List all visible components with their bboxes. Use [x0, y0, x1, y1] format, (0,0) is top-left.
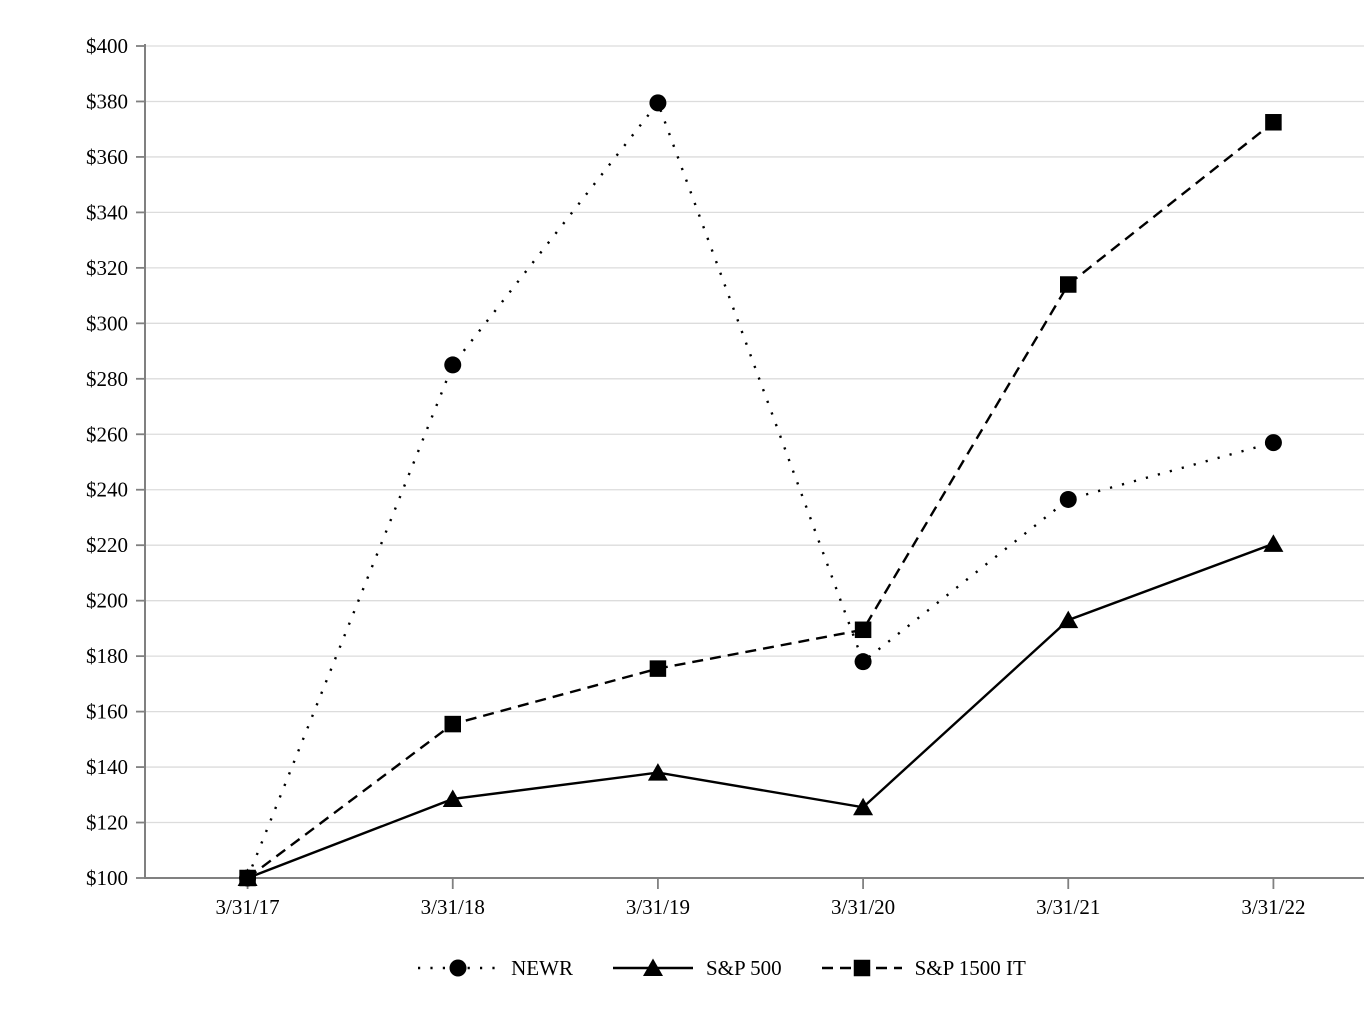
- y-tick-label: $180: [86, 644, 128, 668]
- data-point-marker-s-p-500: [1058, 610, 1079, 629]
- data-point-marker-newr: [1059, 490, 1077, 508]
- data-point-marker-newr: [854, 653, 872, 671]
- data-point-marker-newr: [1264, 434, 1282, 452]
- data-point-marker-s-p-500: [647, 763, 668, 781]
- data-point-marker-s-p-1500-it: [649, 660, 667, 677]
- stock-performance-chart: $100 $120 $140 $160 $180 $200 $220 $240 $260 $280…: [40, 16, 1364, 1016]
- legend-marker-newr: [449, 959, 467, 977]
- y-tick-label: $380: [86, 89, 128, 113]
- y-tick-label: $240: [86, 478, 128, 502]
- x-tick-label: 3/31/20: [831, 895, 895, 919]
- x-tick-label: 3/31/21: [1036, 895, 1100, 919]
- legend-label-s-p-500: S&P 500: [705, 955, 782, 980]
- y-tick-label: $280: [86, 367, 128, 391]
- series-s-p-500: [237, 534, 1284, 886]
- legend-marker-s-p-1500-it: [853, 959, 870, 977]
- data-point-marker-s-p-500: [1263, 534, 1284, 552]
- y-tick-label: $260: [86, 422, 128, 446]
- y-tick-label: $140: [86, 755, 128, 779]
- data-point-marker-s-p-1500-it: [1265, 114, 1282, 131]
- data-point-marker-s-p-1500-it: [854, 621, 872, 639]
- legend-marker-circle-icon: [418, 959, 499, 977]
- legend-item-s-p-1500-it: S&P 1500 IT: [821, 955, 1026, 981]
- axis-ticks: $100 $120 $140 $160 $180 $200 $220 $240 $260 $280…: [86, 34, 1306, 919]
- y-tick-label: $100: [86, 866, 128, 890]
- data-point-marker-s-p-1500-it: [444, 715, 461, 733]
- y-tick-label: $320: [86, 256, 128, 280]
- series-line-newr: [246, 100, 1274, 879]
- data-point-marker-s-p-500: [853, 797, 874, 816]
- chart-canvas: $100 $120 $140 $160 $180 $200 $220 $240 $260 $280…: [86, 34, 1364, 919]
- legend-marker-s-p-500: [642, 958, 663, 976]
- y-tick-label: $340: [86, 200, 128, 224]
- x-tick-label: 3/31/22: [1241, 895, 1305, 919]
- data-point-marker-s-p-1500-it: [1060, 276, 1077, 293]
- x-tick-label: 3/31/19: [626, 895, 690, 919]
- x-tick-label: 3/31/18: [421, 895, 485, 919]
- data-point-marker-s-p-1500-it: [239, 869, 256, 887]
- series-line-s-p-500: [247, 542, 1274, 880]
- chart-legend: NEWR S&P 500 S&P 1500 IT: [40, 946, 1364, 990]
- legend-marker-triangle-icon: [612, 958, 693, 976]
- y-tick-label: $360: [86, 145, 128, 169]
- y-tick-label: $120: [86, 811, 128, 835]
- legend-label-newr: NEWR: [511, 955, 573, 980]
- data-point-marker-newr: [444, 356, 462, 374]
- legend-item-newr: NEWR: [418, 955, 573, 981]
- series-s-p-1500-it: [239, 114, 1282, 887]
- series-line-s-p-1500-it: [246, 121, 1275, 879]
- y-tick-label: $160: [86, 700, 128, 724]
- legend-label-s-p-1500-it: S&P 1500 IT: [914, 955, 1026, 980]
- data-point-marker-s-p-500: [442, 789, 463, 807]
- data-point-marker-newr: [649, 94, 667, 112]
- y-tick-label: $200: [86, 589, 128, 613]
- y-tick-label: $400: [86, 34, 128, 58]
- legend-marker-square-icon: [821, 959, 902, 977]
- gridlines: [145, 45, 1364, 824]
- x-tick-label: 3/31/17: [215, 895, 279, 919]
- legend-item-s-p-500: S&P 500: [612, 955, 782, 981]
- y-tick-label: $220: [86, 533, 128, 557]
- y-tick-label: $300: [86, 311, 128, 335]
